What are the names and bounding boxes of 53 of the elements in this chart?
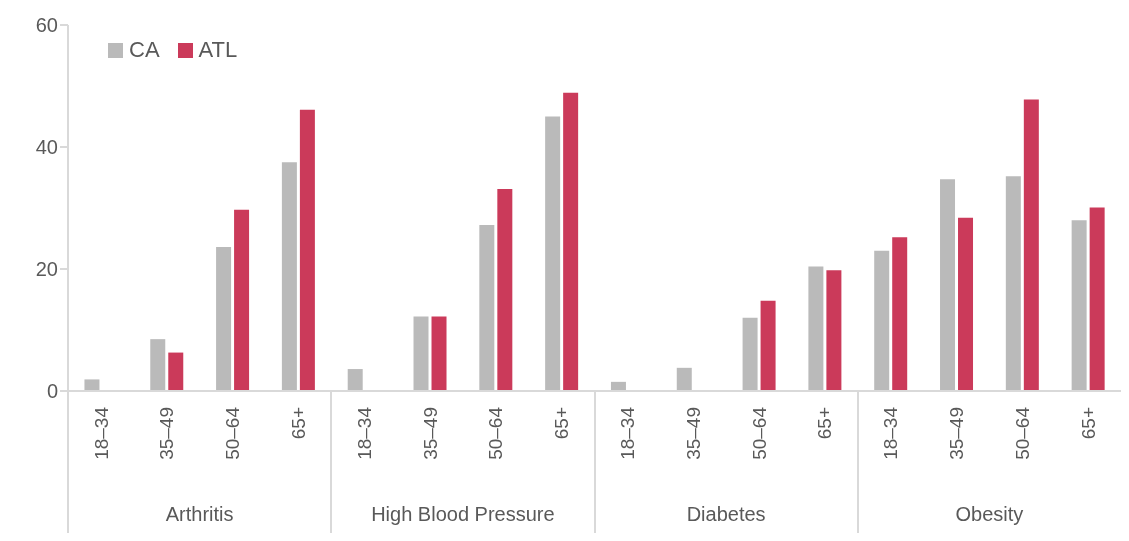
bar [742, 317, 758, 391]
bar [431, 316, 447, 391]
bar [874, 250, 890, 391]
bar [413, 316, 429, 391]
y-tick-label: 40 [35, 136, 58, 159]
x-tick-label: 50–64 [748, 406, 770, 460]
bar [1089, 207, 1105, 391]
bar [563, 92, 579, 391]
x-tick-label: 65+ [814, 407, 836, 440]
text: Arthritis [164, 503, 235, 526]
x-tick-label: 50–64 [222, 406, 244, 460]
bar [1071, 220, 1087, 391]
bar [808, 266, 824, 391]
x-tick-label: 65+ [1077, 407, 1099, 440]
text: Diabetes [685, 503, 767, 526]
bar [1005, 176, 1021, 391]
x-tick-label: 65+ [551, 407, 573, 440]
bar [760, 300, 776, 391]
bar [84, 379, 100, 391]
x-tick-label: 50–64 [485, 406, 507, 460]
legend-label: CA [129, 37, 160, 63]
x-tick-label: 35–49 [156, 407, 178, 460]
legend-label: ATL [198, 37, 238, 63]
x-tick-label: 35–49 [419, 407, 441, 460]
bar [826, 270, 842, 391]
x-tick-label: 65+ [287, 407, 309, 440]
bar [347, 369, 363, 391]
bar [216, 247, 232, 391]
x-tick-label: 18–34 [353, 406, 375, 460]
x-tick-label: 50–64 [1011, 406, 1033, 460]
bar [299, 109, 315, 391]
bar [1023, 99, 1039, 391]
x-tick-label: 18–34 [617, 406, 639, 460]
bar [676, 367, 692, 391]
bar [150, 339, 166, 391]
bar [479, 225, 495, 391]
bar [168, 352, 184, 391]
bar [545, 116, 561, 391]
bar [497, 189, 513, 391]
bar [281, 162, 297, 391]
text: Obesity [954, 503, 1025, 526]
bar [940, 179, 956, 391]
y-tick-label: 20 [35, 258, 58, 281]
x-tick-label: 35–49 [946, 407, 968, 460]
text: High Blood Pressure [370, 503, 556, 526]
x-tick-label: 18–34 [880, 406, 902, 460]
bar [892, 237, 908, 391]
x-tick-label: 35–49 [682, 407, 704, 460]
y-tick-label: 60 [35, 14, 58, 37]
bar [234, 209, 250, 391]
y-tick-label: 0 [46, 380, 58, 403]
bar [958, 217, 974, 391]
x-tick-label: 18–34 [90, 406, 112, 460]
